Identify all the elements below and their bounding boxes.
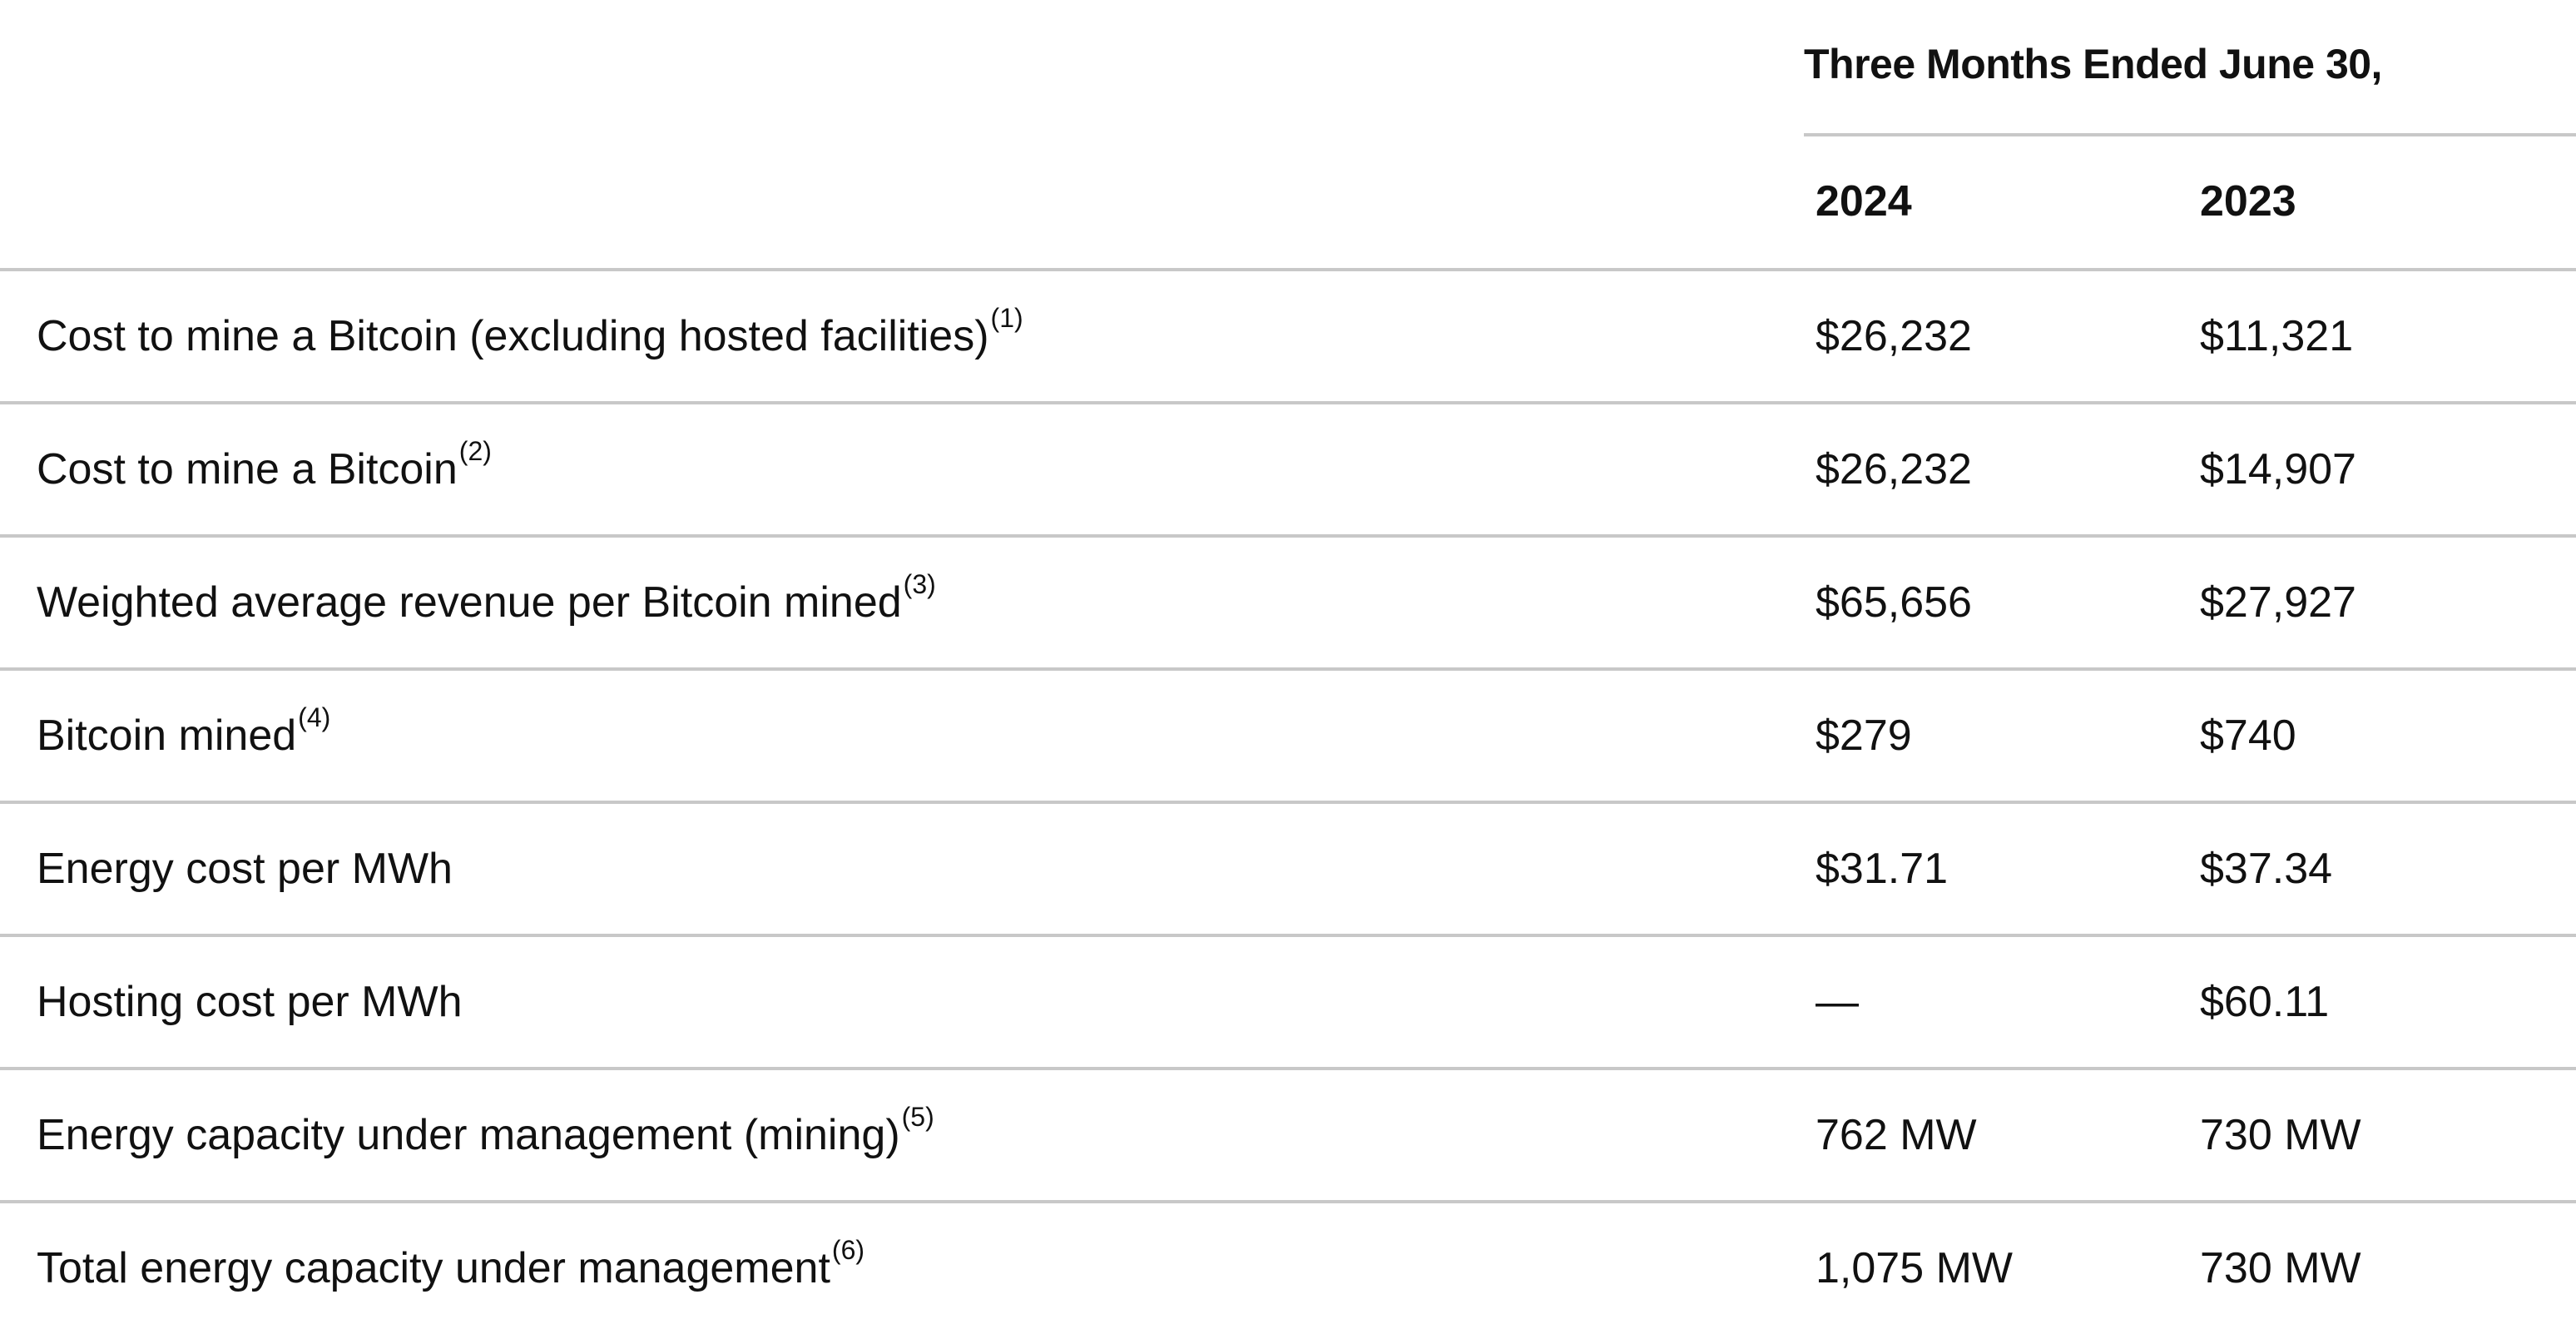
row-label: Energy cost per MWh bbox=[37, 845, 453, 893]
table-row: Hosting cost per MWh — $60.11 bbox=[0, 934, 2576, 1067]
table-row: Bitcoin mined (4) $279 $740 bbox=[0, 667, 2576, 801]
footnote-marker: (2) bbox=[458, 435, 492, 466]
value-2024: $65,656 bbox=[1816, 578, 1972, 627]
value-2024: $31.71 bbox=[1816, 845, 1949, 893]
value-2024: $26,232 bbox=[1816, 445, 1972, 493]
table-row: Cost to mine a Bitcoin (2) $26,232 $14,90… bbox=[0, 401, 2576, 534]
table-row: Energy cost per MWh $31.71 $37.34 bbox=[0, 801, 2576, 934]
value-2024: $26,232 bbox=[1816, 312, 1972, 360]
row-label: Energy capacity under management (mining… bbox=[37, 1101, 934, 1160]
table-row: Total energy capacity under management (6… bbox=[0, 1200, 2576, 1333]
row-label: Weighted average revenue per Bitcoin min… bbox=[37, 568, 936, 627]
value-2023: 730 MW bbox=[2200, 1111, 2361, 1159]
value-2024: $279 bbox=[1816, 712, 1912, 760]
row-label: Total energy capacity under management (6… bbox=[37, 1234, 865, 1293]
row-label: Cost to mine a Bitcoin (2) bbox=[37, 435, 492, 494]
value-2024: — bbox=[1816, 978, 1859, 1026]
period-header: Three Months Ended June 30, bbox=[1804, 41, 2382, 87]
footnote-marker: (3) bbox=[903, 568, 936, 599]
footnote-marker: (4) bbox=[298, 702, 331, 732]
footnote-marker: (5) bbox=[901, 1101, 934, 1132]
row-label: Hosting cost per MWh bbox=[37, 978, 463, 1026]
table-row: Energy capacity under management (mining… bbox=[0, 1067, 2576, 1200]
value-2023: $11,321 bbox=[2200, 312, 2354, 360]
value-2023: $27,927 bbox=[2200, 578, 2356, 627]
value-2024: 1,075 MW bbox=[1816, 1244, 2013, 1292]
footnote-marker: (1) bbox=[990, 302, 1023, 333]
row-label: Bitcoin mined (4) bbox=[37, 702, 331, 761]
value-2023: 730 MW bbox=[2200, 1244, 2361, 1292]
period-header-rule bbox=[1804, 133, 2576, 136]
row-label: Cost to mine a Bitcoin (excluding hosted… bbox=[37, 302, 1023, 361]
column-header-2024: 2024 bbox=[1816, 177, 1912, 226]
footnote-marker: (6) bbox=[831, 1234, 865, 1265]
table-row: Cost to mine a Bitcoin (excluding hosted… bbox=[0, 268, 2576, 401]
value-2023: $740 bbox=[2200, 712, 2296, 760]
value-2023: $14,907 bbox=[2200, 445, 2356, 493]
value-2023: $37.34 bbox=[2200, 845, 2333, 893]
table-row: Weighted average revenue per Bitcoin min… bbox=[0, 534, 2576, 667]
value-2024: 762 MW bbox=[1816, 1111, 1977, 1159]
column-header-2023: 2023 bbox=[2200, 177, 2296, 226]
value-2023: $60.11 bbox=[2200, 978, 2330, 1026]
